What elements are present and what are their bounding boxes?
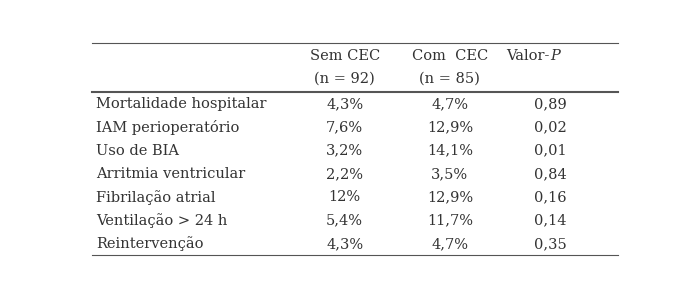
Text: IAM perioperatório: IAM perioperatório [96, 120, 240, 135]
Text: 4,3%: 4,3% [326, 97, 363, 111]
Text: 4,7%: 4,7% [432, 97, 468, 111]
Text: Valor-: Valor- [507, 49, 550, 63]
Text: 5,4%: 5,4% [326, 214, 363, 228]
Text: (n = 92): (n = 92) [314, 71, 375, 85]
Text: Fibrilação atrial: Fibrilação atrial [96, 190, 216, 205]
Text: 3,5%: 3,5% [431, 167, 468, 181]
Text: Uso de BIA: Uso de BIA [96, 144, 179, 158]
Text: 0,35: 0,35 [534, 237, 566, 251]
Text: 4,7%: 4,7% [432, 237, 468, 251]
Text: 0,02: 0,02 [534, 120, 566, 134]
Text: 4,3%: 4,3% [326, 237, 363, 251]
Text: 3,2%: 3,2% [326, 144, 363, 158]
Text: 0,84: 0,84 [534, 167, 566, 181]
Text: 12,9%: 12,9% [427, 120, 473, 134]
Text: 0,16: 0,16 [534, 190, 566, 204]
Text: 12%: 12% [328, 190, 360, 204]
Text: Mortalidade hospitalar: Mortalidade hospitalar [96, 97, 267, 111]
Text: Arritmia ventricular: Arritmia ventricular [96, 167, 245, 181]
Text: (n = 85): (n = 85) [419, 71, 480, 85]
Text: 11,7%: 11,7% [427, 214, 473, 228]
Text: 7,6%: 7,6% [326, 120, 363, 134]
Text: Sem CEC: Sem CEC [310, 49, 380, 63]
Text: 14,1%: 14,1% [427, 144, 473, 158]
Text: P: P [550, 49, 560, 63]
Text: 2,2%: 2,2% [326, 167, 363, 181]
Text: 0,14: 0,14 [534, 214, 566, 228]
Text: Com  CEC: Com CEC [412, 49, 488, 63]
Text: 12,9%: 12,9% [427, 190, 473, 204]
Text: 0,89: 0,89 [534, 97, 566, 111]
Text: Reintervenção: Reintervenção [96, 237, 204, 252]
Text: 0,01: 0,01 [534, 144, 566, 158]
Text: Ventilação > 24 h: Ventilação > 24 h [96, 213, 228, 228]
